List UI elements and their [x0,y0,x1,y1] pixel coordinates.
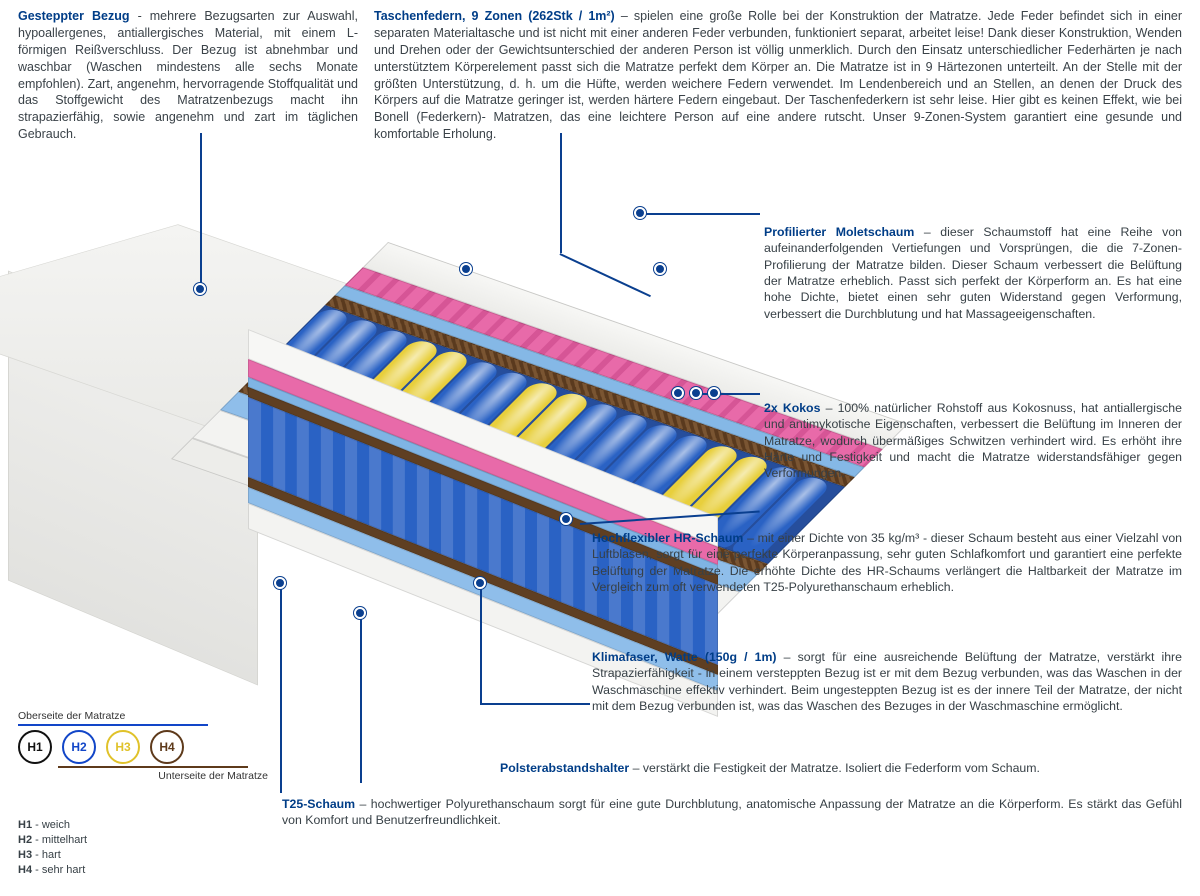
hk-code: H4 [18,864,32,876]
callout-dot-icon [672,387,684,399]
callout-body: verstärkt die Festigkeit der Matratze. I… [643,761,1040,775]
callout-kokos: 2x Kokos – 100% natürlicher Rohstoff aus… [764,400,1182,482]
hardness-key-row: H1 - weich [18,818,87,833]
cover-body: mehrere Bezugsarten zur Auswahl, hypoall… [18,9,358,141]
legend-bar-bottom [58,766,248,768]
hardness-legend: Oberseite der Matratze H1 H2 H3 H4 Unter… [18,710,268,782]
top-right-block: Taschenfedern, 9 Zonen (262Stk / 1m²) – … [374,8,1182,143]
callout-t25: T25-Schaum – hochwertiger Polyurethansch… [282,796,1182,829]
callout-molet: Profilierter Moletschaum – dieser Schaum… [764,224,1182,322]
legend-circles-row: H1 H2 H3 H4 [18,730,268,764]
callout-dot-icon [474,577,486,589]
hardness-h2-icon: H2 [62,730,96,764]
mattress-illustration [18,153,758,713]
hk-code: H3 [18,849,32,861]
hk-label: mittelhart [42,834,87,846]
callout-sep: – [355,797,371,811]
leader-line [200,133,202,283]
hardness-h3-icon: H3 [106,730,140,764]
callout-dot-icon [460,263,472,275]
legend-bar-top [18,724,208,726]
hk-label: sehr hart [42,864,85,876]
callout-dot-icon [560,513,572,525]
hk-label: hart [42,849,61,861]
legend-bottom-label: Unterseite der Matratze [18,770,268,782]
springs-body: spielen eine große Rolle bei der Konstru… [374,9,1182,141]
callout-sep: – [629,761,643,775]
callout-dot-icon [690,387,702,399]
leader-line [280,583,282,793]
callout-title: Klimafaser, Watte (150g / 1m) [592,650,777,664]
leader-line [360,613,362,783]
leader-line [640,213,760,215]
callout-title: Polsterabstandshalter [500,761,629,775]
top-left-block: Gesteppter Bezug - mehrere Bezugsarten z… [18,8,358,143]
callout-sep: – [777,650,798,664]
callout-title: Hochflexibler HR-Schaum [592,531,743,545]
callout-klima: Klimafaser, Watte (150g / 1m) – sorgt fü… [592,649,1182,714]
leader-line [480,583,482,703]
callout-body: hochwertiger Polyurethanschaum sorgt für… [282,797,1182,827]
callout-polster: Polsterabstandshalter – verstärkt die Fe… [500,760,1182,776]
callout-body: dieser Schaumstoff hat eine Reihe von au… [764,225,1182,321]
callout-dot-icon [654,263,666,275]
hardness-h1-icon: H1 [18,730,52,764]
cover-sep: - [130,9,150,23]
callout-dot-icon [194,283,206,295]
cover-heading: Gesteppter Bezug [18,9,130,23]
hk-code: H1 [18,819,32,831]
leader-line [560,133,562,253]
springs-heading: Taschenfedern, 9 Zonen (262Stk / 1m²) [374,9,615,23]
hardness-key-row: H4 - sehr hart [18,863,87,878]
legend-top-label: Oberseite der Matratze [18,710,268,722]
leader-line [480,703,590,705]
hk-code: H2 [18,834,32,846]
callout-sep: – [820,401,837,415]
hk-label: weich [42,819,70,831]
callout-dot-icon [708,387,720,399]
springs-sep: – [615,9,634,23]
callout-dot-icon [634,207,646,219]
callout-dot-icon [354,607,366,619]
callout-sep: – [914,225,940,239]
callout-title: 2x Kokos [764,401,820,415]
callout-dot-icon [274,577,286,589]
callout-sep: – [743,531,757,545]
callout-title: Profilierter Moletschaum [764,225,914,239]
hardness-key-row: H3 - hart [18,848,87,863]
hardness-h4-icon: H4 [150,730,184,764]
hardness-key-row: H2 - mittelhart [18,833,87,848]
callout-title: T25-Schaum [282,797,355,811]
hardness-key: H1 - weich H2 - mittelhart H3 - hart H4 … [18,818,87,877]
callout-hr: Hochflexibler HR-Schaum – mit einer Dich… [592,530,1182,595]
top-text-row: Gesteppter Bezug - mehrere Bezugsarten z… [0,0,1200,143]
